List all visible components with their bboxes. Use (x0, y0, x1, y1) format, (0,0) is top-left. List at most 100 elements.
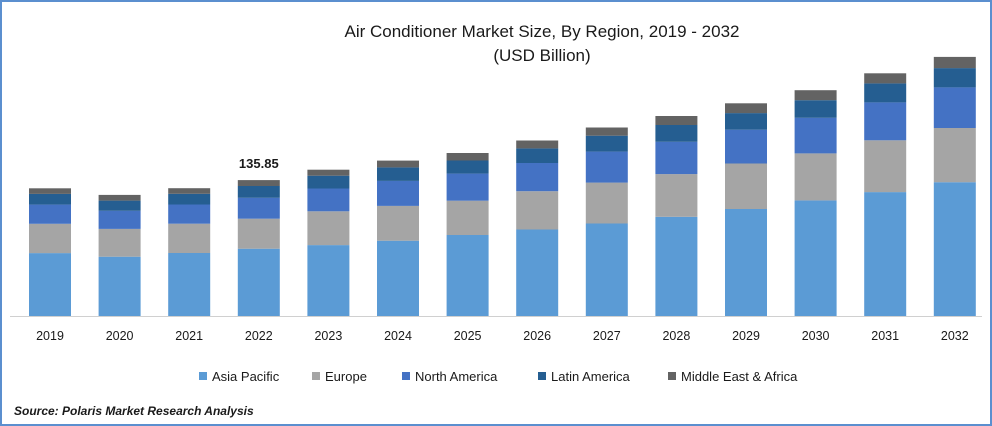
legend: Asia Pacific Europe North America Latin Ame… (199, 369, 798, 384)
x-tick-2028: 2028 (662, 329, 690, 343)
data-label-2022: 135.85 (239, 156, 279, 171)
source-note: Source: Polaris Market Research Analysis (14, 404, 254, 418)
bar-2020-series-0 (98, 256, 141, 316)
bar-2020-series-4 (98, 194, 141, 201)
bar-2027-series-3 (585, 135, 628, 152)
bar-2026-series-1 (516, 191, 559, 230)
bar-2028-series-1 (655, 174, 698, 217)
bar-2030-series-0 (794, 200, 837, 316)
bar-2024-series-2 (377, 180, 419, 206)
bar-2029-series-0 (725, 209, 767, 316)
legend-swatch-0 (199, 372, 207, 380)
bar-2028-series-4 (655, 116, 698, 125)
bar-2030-series-4 (794, 90, 837, 101)
bar-2032-series-1 (933, 128, 976, 183)
bar-2031-series-4 (864, 73, 907, 84)
bar-2030-series-1 (794, 153, 837, 201)
x-tick-2026: 2026 (523, 329, 551, 343)
bar-2020-series-2 (98, 210, 141, 229)
chart-title: Air Conditioner Market Size, By Region, … (345, 22, 740, 41)
x-tick-2030: 2030 (802, 329, 830, 343)
legend-swatch-2 (402, 372, 410, 380)
bar-2022-series-4 (237, 180, 280, 186)
bar-2019-series-1 (29, 223, 71, 254)
legend-label-4: Middle East & Africa (681, 369, 798, 384)
bar-2023-series-3 (307, 175, 350, 189)
bar-2021-series-2 (168, 204, 211, 224)
bar-2030-series-3 (794, 100, 837, 118)
bars-layer (29, 56, 976, 316)
x-tick-2025: 2025 (454, 329, 482, 343)
bar-2023-series-4 (307, 169, 350, 176)
bar-2020-series-3 (98, 200, 141, 211)
legend-label-1: Europe (325, 369, 367, 384)
bar-2030-series-2 (794, 117, 837, 154)
bar-2031-series-3 (864, 83, 907, 103)
bar-2028-series-0 (655, 216, 698, 316)
bar-2027-series-0 (585, 223, 628, 316)
legend-swatch-1 (312, 372, 320, 380)
bar-2031-series-1 (864, 140, 907, 193)
bar-2022-series-1 (237, 218, 280, 249)
bar-2025-series-1 (446, 200, 489, 235)
bar-2024-series-3 (377, 167, 419, 181)
bar-2029-series-4 (725, 103, 767, 114)
legend-label-0: Asia Pacific (212, 369, 280, 384)
bar-2024-series-1 (377, 205, 419, 241)
bar-2027-series-2 (585, 151, 628, 183)
bar-2021-series-3 (168, 193, 211, 205)
bar-2026-series-4 (516, 140, 559, 149)
bar-2022-series-0 (237, 248, 280, 316)
x-tick-2031: 2031 (871, 329, 899, 343)
bar-2025-series-4 (446, 153, 489, 161)
bar-2026-series-3 (516, 148, 559, 163)
x-tick-2024: 2024 (384, 329, 412, 343)
bar-2031-series-2 (864, 102, 907, 141)
bar-2025-series-0 (446, 235, 489, 316)
bar-2019-series-4 (29, 188, 71, 194)
x-tick-2022: 2022 (245, 329, 273, 343)
bar-2019-series-2 (29, 204, 71, 224)
x-tick-2021: 2021 (175, 329, 203, 343)
bar-2027-series-1 (585, 182, 628, 224)
bar-2031-series-0 (864, 192, 907, 316)
bar-2029-series-1 (725, 163, 767, 209)
x-tick-2032: 2032 (941, 329, 969, 343)
bar-2019-series-0 (29, 253, 71, 316)
bar-2025-series-2 (446, 173, 489, 201)
bar-2028-series-3 (655, 125, 698, 142)
bar-2032-series-2 (933, 87, 976, 128)
chart-subtitle: (USD Billion) (493, 46, 590, 65)
x-tick-2019: 2019 (36, 329, 64, 343)
legend-label-3: Latin America (551, 369, 631, 384)
bar-2022-series-3 (237, 186, 280, 198)
bar-2032-series-4 (933, 56, 976, 69)
x-tick-2029: 2029 (732, 329, 760, 343)
bar-2022-series-2 (237, 197, 280, 219)
bar-2024-series-0 (377, 240, 419, 316)
x-ticks: 2019 2020 2021 2022 2023 2024 2025 2026 2027 2028… (36, 329, 969, 343)
bar-2021-series-4 (168, 188, 211, 194)
bar-2029-series-3 (725, 113, 767, 130)
bar-2019-series-3 (29, 193, 71, 205)
bar-2021-series-1 (168, 223, 211, 253)
bar-2026-series-2 (516, 163, 559, 192)
legend-swatch-4 (668, 372, 676, 380)
bar-2025-series-3 (446, 160, 489, 174)
data-labels: 135.85 (239, 156, 279, 171)
legend-label-2: North America (415, 369, 498, 384)
bar-2032-series-3 (933, 68, 976, 88)
bar-2028-series-2 (655, 141, 698, 175)
x-tick-2020: 2020 (106, 329, 134, 343)
x-tick-2023: 2023 (314, 329, 342, 343)
x-tick-2027: 2027 (593, 329, 621, 343)
bar-2023-series-2 (307, 188, 350, 212)
bar-2029-series-2 (725, 129, 767, 164)
bar-2020-series-1 (98, 228, 141, 257)
bar-2021-series-0 (168, 253, 211, 316)
bar-2026-series-0 (516, 229, 559, 316)
bar-2023-series-0 (307, 245, 350, 316)
bar-2023-series-1 (307, 211, 350, 246)
bar-2024-series-4 (377, 160, 419, 168)
